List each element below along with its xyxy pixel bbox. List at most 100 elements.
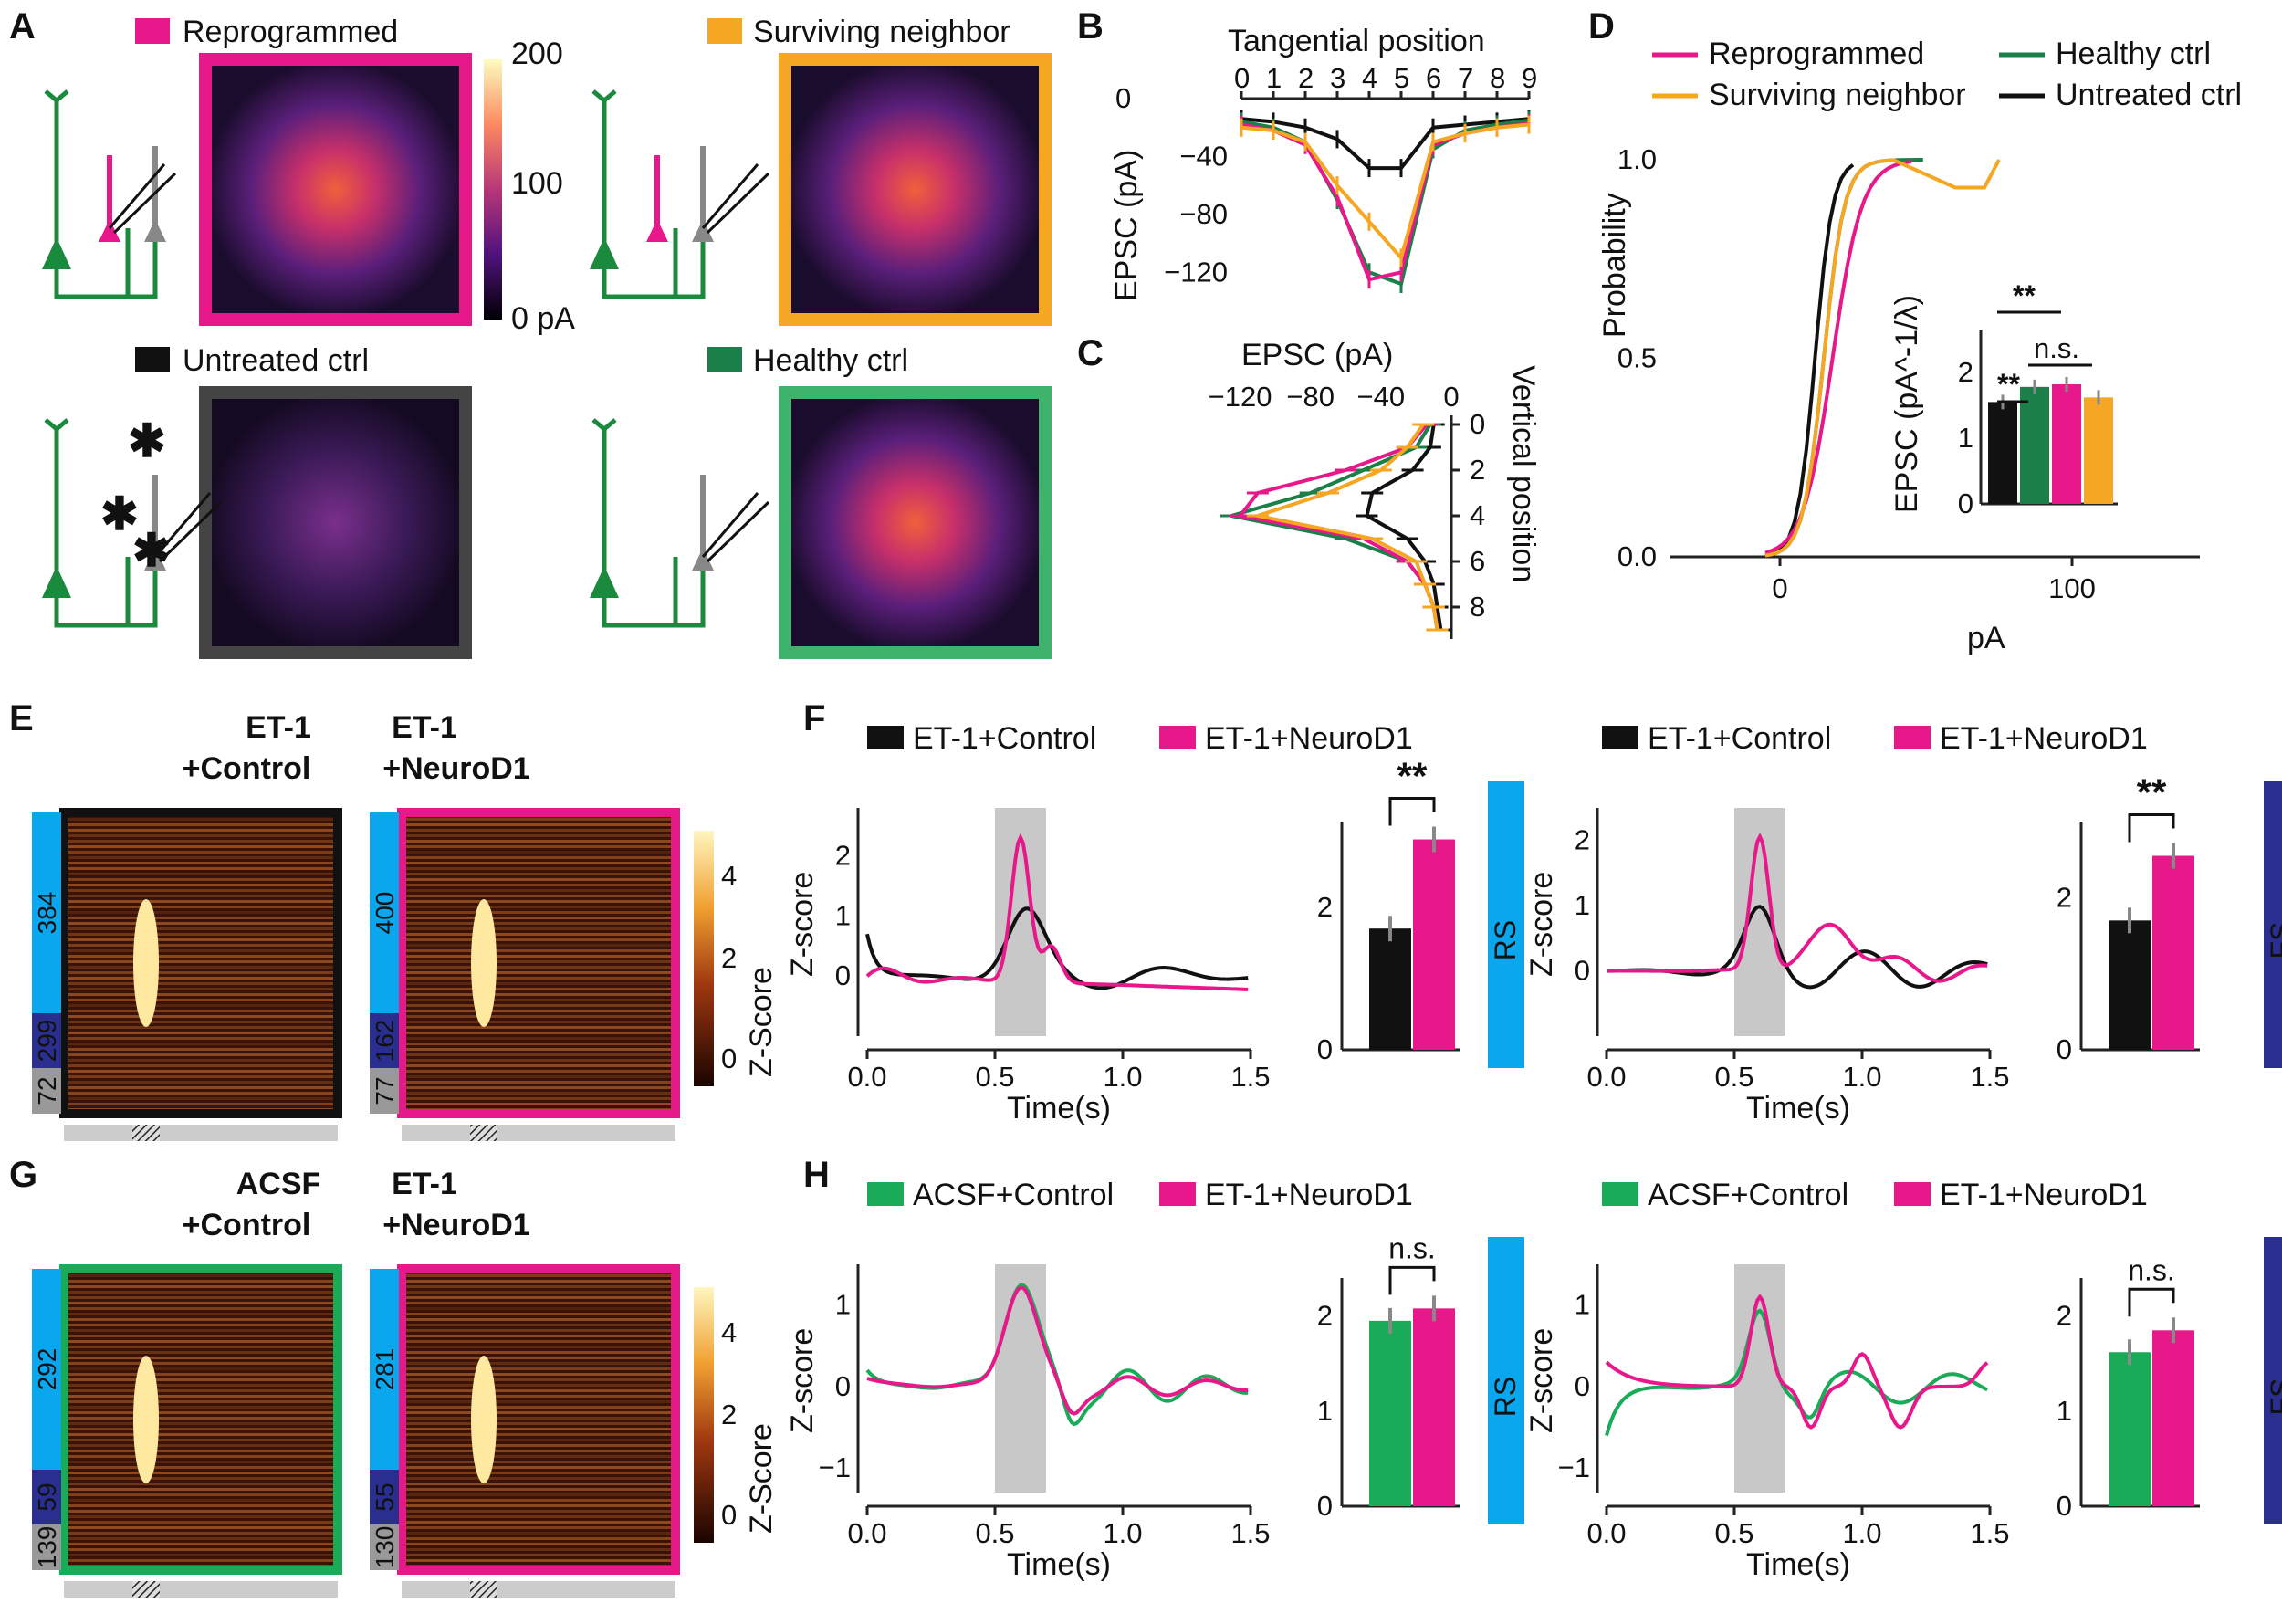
c-ytick-label: 2 (1470, 454, 1485, 486)
panelF-left-celltype-tag (1488, 781, 1524, 1068)
heatmap-stripe (402, 845, 675, 848)
heatmap-stripe (402, 1081, 675, 1084)
heatmap-stripe (64, 1291, 338, 1294)
c-title: EPSC (pA) (1241, 338, 1393, 372)
heatmap-stripe (64, 1059, 338, 1062)
d-inset-bar-reprog (2052, 383, 2081, 504)
heatmap-stripe (402, 1048, 675, 1051)
heatmap-stripe (64, 911, 338, 914)
c-xtick-label: 0 (1443, 381, 1459, 413)
heatmap-stripe (402, 1291, 675, 1294)
panelE-right-title-line2: +NeuroD1 (382, 751, 530, 786)
panelE-right-timebar (402, 1125, 675, 1141)
heatmap-stripe (64, 1483, 338, 1485)
neuron-dendrite (591, 89, 706, 299)
panelF-right-sig-label: ** (2137, 771, 2167, 814)
panelG-right-stim-marker (470, 1581, 497, 1598)
d-cdf-reprog (1764, 159, 1912, 555)
heatmap-stripe (402, 1422, 675, 1425)
panelH-left-trace-acsf (865, 1283, 1249, 1427)
heatmap-stripe (64, 1285, 338, 1288)
panelH-legend-swatch-reprog (1159, 1182, 1196, 1206)
c-series-healthy (1230, 423, 1439, 631)
b-xtick-label: 2 (1298, 62, 1314, 94)
neuron-diagram-3 (590, 418, 770, 628)
neuron-dendrite (44, 418, 158, 628)
panelH-xtick-label: 1.0 (1842, 1517, 1881, 1549)
panelH-xtick-label: 1.0 (1103, 1517, 1142, 1549)
heatmap-stripe (64, 840, 338, 843)
panelG-right-title-line1: ET-1 (392, 1167, 457, 1201)
b-title: Tangential position (1228, 24, 1485, 58)
panelH-bar-ytick: 0 (1317, 1490, 1333, 1522)
heatmap-stripe (64, 1026, 338, 1029)
d-xtick-label: 100 (2048, 572, 2096, 604)
panelH-left-celltype-label: RS (1489, 1377, 1522, 1417)
heatmap-stripe (64, 906, 338, 908)
heatmap-stripe (64, 1455, 338, 1458)
heatmap-stripe (402, 933, 675, 936)
heatmap-stripe (64, 1015, 338, 1018)
panelE-colorbar-tick: 0 (721, 1043, 737, 1074)
neuron-schematics: ✱✱✱ (42, 89, 770, 628)
heatmap-stripe (402, 1455, 675, 1458)
heatmap-stripe (64, 982, 338, 985)
heatmap-stripe (64, 1092, 338, 1095)
reprogrammed-soma (646, 219, 668, 242)
heatmap-stripe (402, 1318, 675, 1321)
heatmap-stripe (64, 1466, 338, 1469)
reprogrammed-soma (99, 219, 120, 242)
panelF-right-bar-reprog (2152, 855, 2194, 1050)
heatmap-stripe (402, 1526, 675, 1529)
heatmap-stripe (64, 1097, 338, 1100)
c-series-untreated (1365, 424, 1443, 631)
d-inset-bar-untreated (1988, 402, 2017, 504)
heatmap-stripe (64, 1477, 338, 1480)
neuron-diagram-0 (42, 89, 177, 299)
heatmap-stripe (64, 938, 338, 941)
heatmap-stripe (402, 851, 675, 854)
heatmap-stripe (402, 1378, 675, 1381)
panelF-ytick-label: 1 (835, 899, 851, 931)
heatmap-stripe (64, 862, 338, 864)
panelE-left-count: 72 (33, 1076, 61, 1105)
heatmap-stripe (402, 1417, 675, 1420)
panelF-ytick-label: 2 (835, 840, 851, 872)
heatmap-stripe (64, 829, 338, 832)
b-ytick-label: −40 (1179, 140, 1228, 172)
heatmap-stripe (64, 1395, 338, 1398)
gray-soma (692, 548, 714, 571)
panelH-right-celltype-label: FS (2265, 1378, 2282, 1416)
panelH-bar-ytick: 2 (1317, 1300, 1333, 1332)
panelE-left-stim-marker (132, 1125, 160, 1141)
panelF-right-trace-reprog (1606, 832, 1988, 983)
heatmap-stripe (402, 1103, 675, 1105)
heatmap-stripe (64, 823, 338, 826)
heatmap-stripe (64, 949, 338, 952)
c-ytick-label: 8 (1470, 591, 1485, 623)
heatmap-stripe (64, 1075, 338, 1078)
heatmap-stripe (402, 1543, 675, 1545)
panelG-left-other-bar (32, 1524, 61, 1570)
neuron-soma (590, 566, 619, 598)
neuron-dendrite (591, 418, 706, 628)
panelF-right-stim-shade (1734, 808, 1785, 1036)
panelF-xtick-label: 1.0 (1842, 1061, 1881, 1093)
panelG-right-title-line2: +NeuroD1 (382, 1208, 530, 1242)
heatmap-stripe (402, 1450, 675, 1452)
panelF-xtick-label: 0.0 (847, 1061, 886, 1093)
panelF-legend-label-untreated: ET-1+Control (1648, 721, 1831, 756)
panelE-right-response-blob (471, 899, 497, 1027)
panelE-left-title-line1: ET-1 (246, 710, 311, 745)
heatmap-stripe (64, 895, 338, 897)
d-ylabel: Probability (1597, 193, 1632, 338)
heatmap-stripe (402, 1483, 675, 1485)
panelE-right-count: 400 (371, 892, 399, 935)
panel-d-cumulative: Probability pA 0 100 0.0 0.5 1.0 Reprogrammed… (1597, 37, 2242, 655)
panelG-left-stim-marker (132, 1581, 160, 1598)
panelF-ytick-label: 1 (1575, 889, 1590, 921)
panelF-xtick-label: 0.0 (1586, 1061, 1626, 1093)
panelH-legend-label-reprog: ET-1+NeuroD1 (1940, 1178, 2148, 1212)
heatmap-stripe (64, 889, 338, 892)
panelG-right-fs-bar (370, 1470, 399, 1524)
